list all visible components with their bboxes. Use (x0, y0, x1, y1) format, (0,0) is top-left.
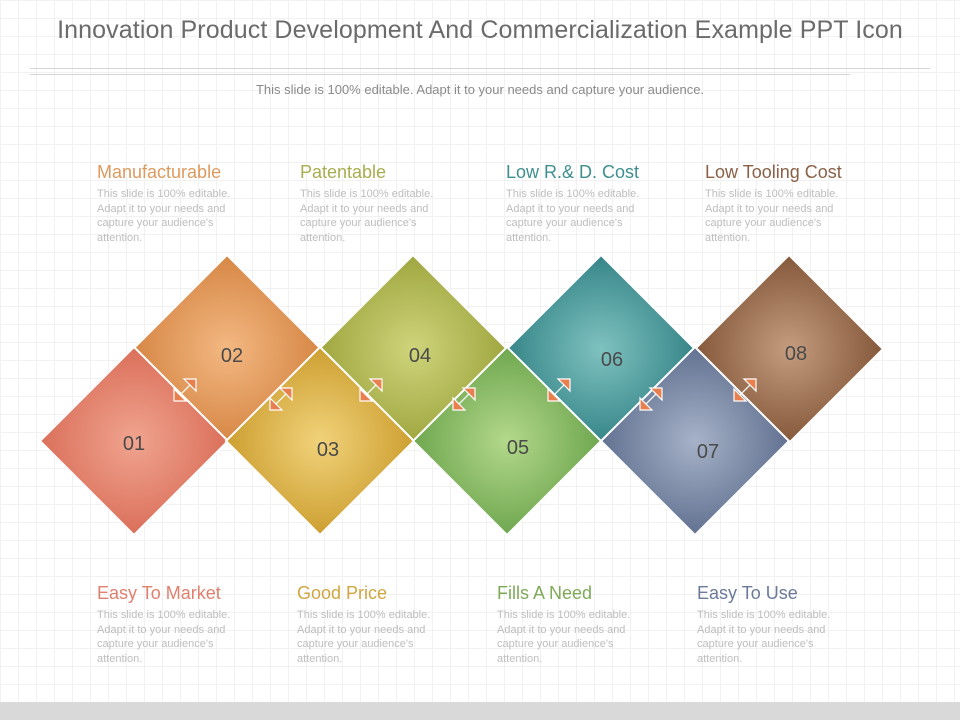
footer-bar (0, 702, 960, 720)
feature-description: This slide is 100% editable. Adapt it to… (497, 609, 631, 665)
feature-title: Patentable (300, 162, 387, 182)
feature-title: Easy To Use (697, 583, 798, 603)
step-diamond-05 (411, 345, 603, 537)
step-number-label: 03 (317, 439, 339, 461)
connector-arrow-icon (547, 378, 571, 402)
feature-description: This slide is 100% editable. Adapt it to… (97, 188, 231, 244)
step-number-label: 02 (221, 345, 243, 367)
feature-description: This slide is 100% editable. Adapt it to… (97, 609, 231, 665)
feature-description: This slide is 100% editable. Adapt it to… (705, 188, 839, 244)
feature-description: This slide is 100% editable. Adapt it to… (297, 609, 431, 665)
connector-arrow-icon (639, 387, 663, 411)
feature-description: This slide is 100% editable. Adapt it to… (300, 188, 434, 244)
step-number-label: 07 (697, 441, 719, 463)
feature-low-tooling-cost: Low Tooling Cost This slide is 100% edit… (705, 162, 865, 245)
subtitle: This slide is 100% editable. Adapt it to… (255, 82, 705, 97)
feature-title: Easy To Market (97, 583, 221, 603)
title-divider (30, 68, 930, 69)
step-diamond-07 (599, 345, 791, 537)
page-title: Innovation Product Development And Comme… (57, 16, 903, 44)
feature-title: Manufacturable (97, 162, 222, 182)
connector-arrow-icon (452, 387, 476, 411)
step-number-label: 04 (409, 345, 431, 367)
feature-low-rd-cost: Low R.& D. Cost This slide is 100% edita… (506, 162, 666, 245)
feature-description: This slide is 100% editable. Adapt it to… (506, 188, 640, 244)
feature-title: Good Price (297, 583, 388, 603)
feature-title: Fills A Need (497, 583, 593, 603)
feature-easy-to-market: Easy To Market This slide is 100% editab… (97, 583, 257, 666)
feature-description: This slide is 100% editable. Adapt it to… (697, 609, 831, 665)
title-divider-secondary (30, 74, 850, 75)
step-number-label: 05 (507, 437, 529, 459)
step-number-label: 06 (601, 349, 623, 371)
feature-good-price: Good Price This slide is 100% editable. … (297, 583, 457, 666)
connector-arrow-icon (269, 387, 293, 411)
feature-easy-to-use: Easy To Use This slide is 100% editable.… (697, 583, 857, 666)
connector-arrow-icon (359, 378, 383, 402)
connector-arrow-icon (733, 378, 757, 402)
feature-title: Low Tooling Cost (705, 162, 842, 182)
connector-arrow-icon (173, 378, 197, 402)
feature-title: Low R.& D. Cost (506, 162, 640, 182)
step-number-label: 01 (123, 433, 145, 455)
feature-patentable: Patentable This slide is 100% editable. … (300, 162, 460, 245)
feature-manufacturable: Manufacturable This slide is 100% editab… (97, 162, 257, 245)
feature-fills-a-need: Fills A Need This slide is 100% editable… (497, 583, 657, 666)
step-number-label: 08 (785, 343, 807, 365)
